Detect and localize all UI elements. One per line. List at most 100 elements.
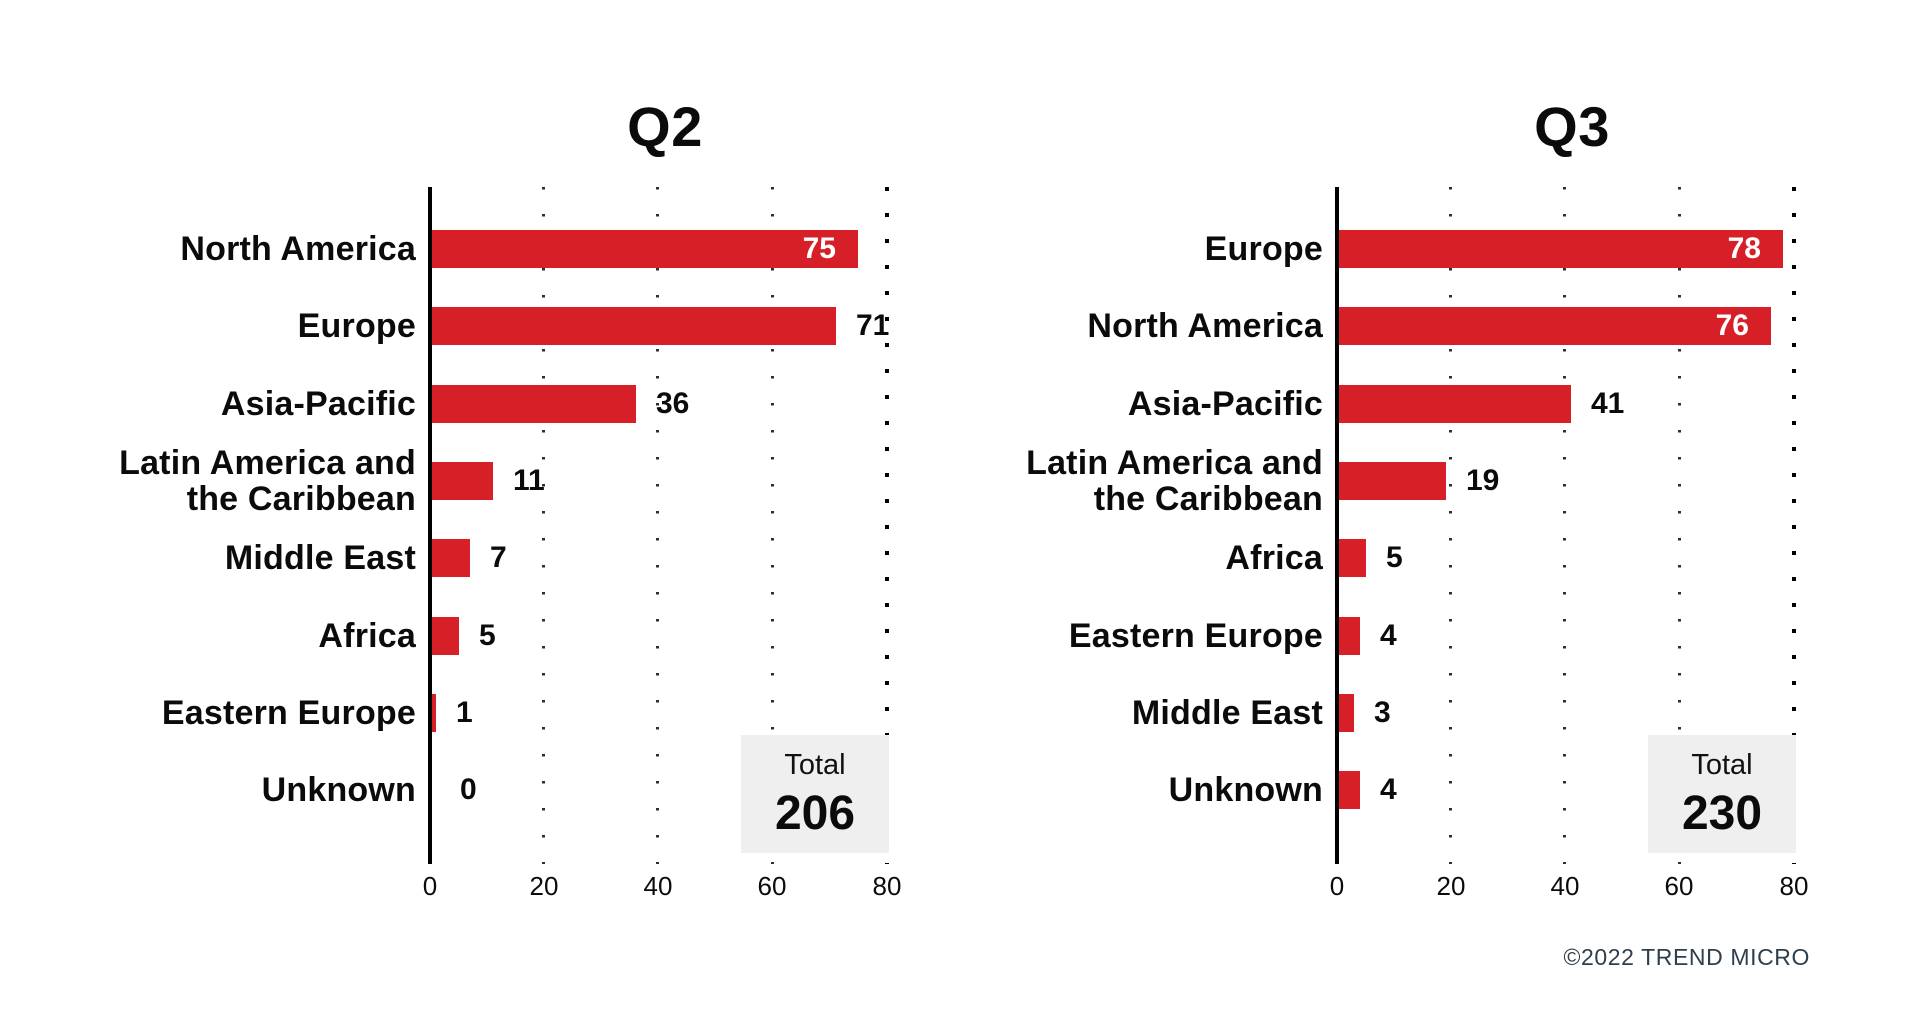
category-label: North America — [180, 230, 416, 268]
tick-label: 0 — [422, 871, 438, 901]
tick-label: 40 — [643, 871, 673, 901]
category-label: Europe — [297, 307, 416, 345]
chart-title-q3: Q3 — [1534, 95, 1610, 158]
bar-row: 7 — [430, 539, 905, 577]
category-label: Middle East — [1131, 694, 1323, 732]
tick-label: 60 — [1664, 871, 1694, 901]
category-label: Unknown — [261, 771, 416, 809]
value-label: 4 — [1380, 619, 1397, 652]
gridline-80 — [1792, 187, 1796, 864]
bar-row: 36 — [430, 385, 905, 423]
gridline-40 — [656, 187, 659, 864]
bar — [1337, 307, 1771, 345]
chart-panel-q2: Q2 North America Europe Asia-Pacific Lat… — [40, 90, 930, 1000]
value-label: 78 — [1727, 232, 1761, 265]
gridline-20 — [542, 187, 545, 864]
tick-label: 60 — [757, 871, 787, 901]
value-label: 1 — [456, 696, 473, 729]
bar — [1337, 617, 1360, 655]
x-axis-ticks-q2: 0 20 40 60 80 — [423, 871, 905, 905]
category-label: Africa — [318, 617, 416, 655]
bar-row: 76 — [1337, 307, 1812, 345]
bar — [430, 617, 459, 655]
bar-row: 75 — [430, 230, 905, 268]
value-label: 71 — [856, 309, 890, 342]
total-box-q3: Total 230 — [1648, 735, 1796, 853]
category-label: Latin America and the Caribbean — [1026, 444, 1323, 518]
bar-row: 5 — [430, 617, 905, 655]
plot-area-q3: 78 76 41 19 5 4 3 4 0 20 40 60 80 Total … — [1330, 187, 1812, 901]
gridline-20 — [1449, 187, 1452, 864]
chart-title-q2: Q2 — [627, 95, 703, 158]
chart-panel-q3: Q3 Europe North America Asia-Pacific Lat… — [947, 90, 1837, 1000]
value-label: 36 — [656, 387, 690, 420]
gridline-80 — [885, 187, 889, 864]
bar-row: 78 — [1337, 230, 1812, 268]
total-box-q2: Total 206 — [741, 735, 889, 853]
category-label: Middle East — [224, 539, 416, 577]
tick-label: 40 — [1550, 871, 1580, 901]
bar-row: 0 — [430, 771, 905, 809]
bar-row: 41 — [1337, 385, 1812, 423]
bar-row: 5 — [1337, 539, 1812, 577]
bar-row: 71 — [430, 307, 905, 345]
bar-row: 3 — [1337, 694, 1812, 732]
gridline-60 — [1678, 187, 1681, 864]
bar-row: 11 — [430, 462, 905, 500]
value-label: 5 — [479, 619, 496, 652]
value-label: 75 — [802, 232, 836, 265]
value-label: 4 — [1380, 773, 1397, 806]
category-axis-q2: North America Europe Asia-Pacific Latin … — [40, 187, 416, 864]
value-label: 0 — [460, 773, 477, 806]
tick-label: 80 — [1779, 871, 1809, 901]
value-label: 3 — [1374, 696, 1391, 729]
tick-label: 0 — [1329, 871, 1345, 901]
plot-area-q2: 75 71 36 11 7 5 1 0 0 20 40 60 80 Total … — [423, 187, 905, 901]
bar — [430, 307, 836, 345]
bar — [430, 230, 858, 268]
total-label: Total — [1691, 749, 1753, 781]
value-label: 19 — [1466, 464, 1500, 497]
tick-label: 20 — [529, 871, 559, 901]
category-label: Europe — [1204, 230, 1323, 268]
category-label: Unknown — [1168, 771, 1323, 809]
bar-row: 4 — [1337, 617, 1812, 655]
tick-label: 20 — [1436, 871, 1466, 901]
category-label: Eastern Europe — [1068, 617, 1323, 655]
value-label: 7 — [490, 541, 507, 574]
bar-row: 1 — [430, 694, 905, 732]
category-label: Asia-Pacific — [1127, 385, 1323, 423]
category-label: North America — [1087, 307, 1323, 345]
copyright-text: ©2022 TREND MICRO — [1563, 944, 1810, 970]
category-label: Asia-Pacific — [220, 385, 416, 423]
value-label: 41 — [1591, 387, 1625, 420]
bar — [1337, 385, 1571, 423]
bar — [430, 694, 436, 732]
bar — [1337, 539, 1366, 577]
bar — [1337, 230, 1783, 268]
value-label: 76 — [1715, 309, 1749, 342]
gridline-60 — [771, 187, 774, 864]
bar-row: 4 — [1337, 771, 1812, 809]
bar — [430, 385, 636, 423]
gridline-40 — [1563, 187, 1566, 864]
total-label: Total — [784, 749, 846, 781]
bar — [1337, 462, 1446, 500]
bar — [1337, 694, 1354, 732]
value-label: 5 — [1386, 541, 1403, 574]
category-label: Eastern Europe — [161, 694, 416, 732]
value-label: 11 — [513, 464, 545, 497]
category-label: Africa — [1225, 539, 1323, 577]
y-axis-line — [428, 187, 432, 864]
total-value: 230 — [1681, 787, 1763, 840]
category-axis-q3: Europe North America Asia-Pacific Latin … — [947, 187, 1323, 864]
bar — [430, 539, 470, 577]
bar — [430, 462, 493, 500]
bar-row: 19 — [1337, 462, 1812, 500]
tick-label: 80 — [872, 871, 902, 901]
x-axis-ticks-q3: 0 20 40 60 80 — [1330, 871, 1812, 905]
bar — [1337, 771, 1360, 809]
category-label: Latin America and the Caribbean — [119, 444, 416, 518]
y-axis-line — [1335, 187, 1339, 864]
